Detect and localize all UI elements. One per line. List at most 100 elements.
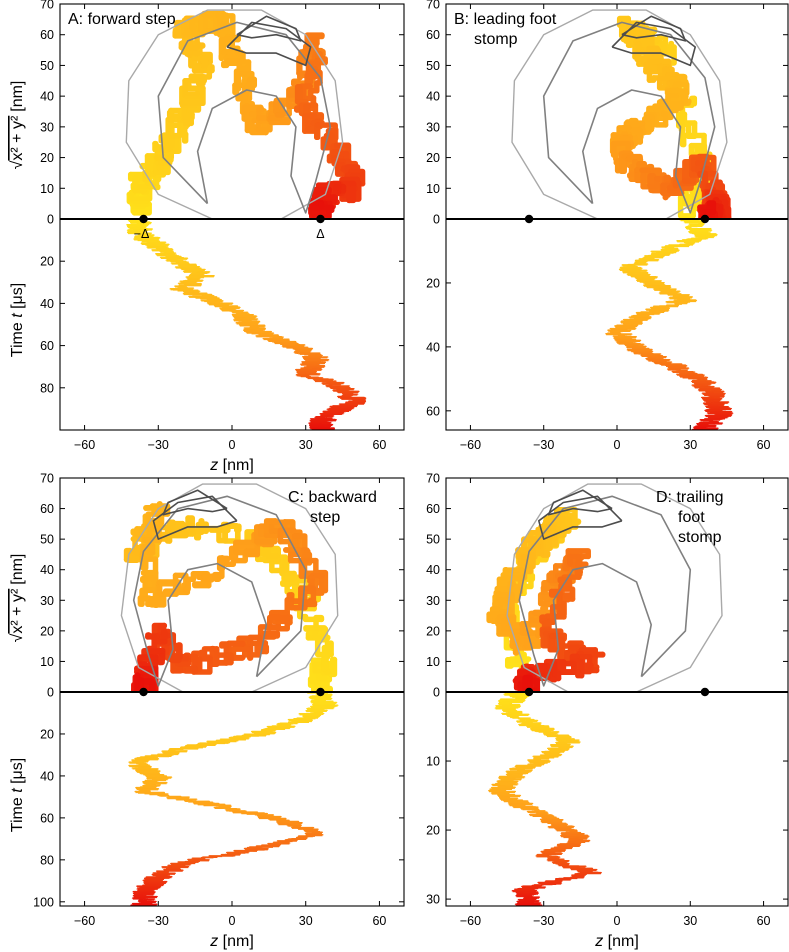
trajectory-segment — [165, 116, 183, 139]
leading-foot-marker — [700, 214, 710, 224]
delta-label: Δ — [316, 227, 324, 241]
t-tick-label: 40 — [426, 340, 440, 354]
trajectory-segment — [162, 122, 175, 149]
z-axis-label-symbol: z — [209, 457, 218, 474]
trajectory-segment — [324, 640, 334, 658]
potential-contour-2 — [538, 495, 623, 540]
trajectory-segment — [522, 674, 533, 692]
potential-contour-0 — [511, 9, 728, 219]
potential-contour-0 — [120, 483, 339, 692]
trajectory-segment — [334, 162, 346, 177]
z-axis-label-unit: [nm] — [218, 933, 254, 950]
z-axis-label-unit: [nm] — [218, 457, 254, 474]
z-tick-label: 0 — [614, 438, 621, 452]
trajectory-segment — [539, 663, 548, 679]
t-tick-label: 20 — [40, 255, 54, 269]
trajectory-segment — [182, 78, 201, 97]
z-tick-label: 60 — [757, 438, 771, 452]
trajectory-segment — [279, 557, 297, 577]
contours — [511, 9, 728, 219]
potential-contour-1 — [132, 495, 307, 687]
trajectory-segment — [128, 187, 153, 202]
contours — [506, 483, 723, 692]
trajectory-segment — [329, 656, 338, 674]
potential-contour-3 — [547, 489, 613, 516]
r-tick-label: 50 — [40, 59, 54, 73]
trajectory-segment — [303, 103, 311, 118]
trailing-foot-marker — [139, 214, 148, 224]
trajectory-segment — [706, 200, 717, 215]
trajectory-segment — [149, 678, 157, 692]
trajectory-top — [486, 506, 606, 692]
trajectory-segment — [164, 524, 173, 544]
trajectory-segment — [635, 127, 644, 145]
trajectory-segment — [168, 107, 175, 124]
z-tick-label: 60 — [372, 914, 386, 928]
trajectory-segment — [346, 180, 357, 204]
trajectory-segment — [176, 642, 183, 660]
z-tick-label: −60 — [74, 438, 95, 452]
trajectory-segment — [247, 635, 254, 661]
trajectory-segment — [168, 107, 184, 123]
trajectory-segment — [210, 646, 220, 668]
time-series — [605, 219, 734, 430]
trajectory-segment — [132, 175, 147, 194]
t-tick-label: 60 — [40, 811, 54, 825]
trajectory-segment — [681, 88, 689, 105]
t-tick-label: 60 — [426, 404, 440, 418]
potential-contour-3 — [162, 489, 228, 516]
panels-layer: −Δ Δ 0 10 20 30 40 50 60 70 20 40 60 80 −60 −30 0 30 60 z [… — [33, 0, 789, 950]
trajectory-segment — [236, 65, 248, 84]
z-tick-label: −30 — [148, 914, 169, 928]
trajectory-segment — [646, 58, 672, 83]
minus-delta-label: −Δ — [134, 227, 150, 241]
potential-contour-2 — [611, 21, 696, 67]
trajectory-segment — [142, 556, 159, 576]
trajectory-segment — [513, 583, 520, 603]
trajectory-segment — [558, 586, 576, 602]
panel-A: −Δ Δ 0 10 20 30 40 50 60 70 20 40 60 80 −60 −30 0 30 60 z [… — [40, 0, 405, 474]
leading-foot-marker — [316, 214, 325, 224]
potential-contour-1 — [518, 495, 692, 687]
trajectory-segment — [618, 153, 627, 175]
potential-contour-3 — [621, 15, 687, 42]
potential-contour-0 — [125, 9, 344, 219]
r-tick-label: 0 — [47, 213, 54, 227]
potential-contour-2 — [152, 495, 238, 540]
panel-frame — [59, 3, 405, 431]
trajectory-segment — [216, 556, 226, 572]
panel-frame — [445, 3, 789, 431]
r-tick-label: 10 — [426, 182, 440, 196]
potential-contour-2 — [226, 21, 312, 67]
trajectory-segment — [314, 122, 321, 141]
trajectory-segment — [256, 106, 265, 121]
trajectory-segment — [184, 576, 191, 592]
trajectory-segment — [690, 157, 702, 172]
trailing-foot-marker — [524, 214, 534, 224]
trajectory-segment — [660, 110, 669, 128]
trajectory-segment — [269, 554, 289, 574]
r-tick-label: 0 — [433, 213, 440, 227]
trajectory-segment — [291, 533, 308, 553]
panel-title: step — [310, 509, 340, 526]
z-tick-label: 30 — [299, 438, 313, 452]
potential-contour-1 — [542, 21, 716, 214]
trajectory-segment — [519, 621, 534, 636]
trajectory-segment — [552, 515, 566, 539]
t-tick-label: 80 — [40, 381, 54, 395]
r-tick-label: 50 — [426, 59, 440, 73]
r-tick-label: 60 — [40, 502, 54, 516]
z-tick-label: 30 — [299, 914, 313, 928]
t-tick-label: 40 — [40, 297, 54, 311]
trajectory-segment — [560, 659, 577, 676]
potential-contour-3 — [236, 15, 302, 42]
panel-title: B: leading foot — [454, 11, 557, 28]
trajectory-segment — [314, 637, 334, 658]
r-tick-label: 0 — [47, 686, 54, 700]
panel-title: stomp — [474, 31, 518, 48]
z-tick-label: 0 — [229, 914, 236, 928]
r-tick-label: 20 — [40, 624, 54, 638]
panel-title: A: forward step — [68, 11, 176, 28]
time-series — [128, 692, 339, 906]
time-series — [126, 219, 367, 430]
